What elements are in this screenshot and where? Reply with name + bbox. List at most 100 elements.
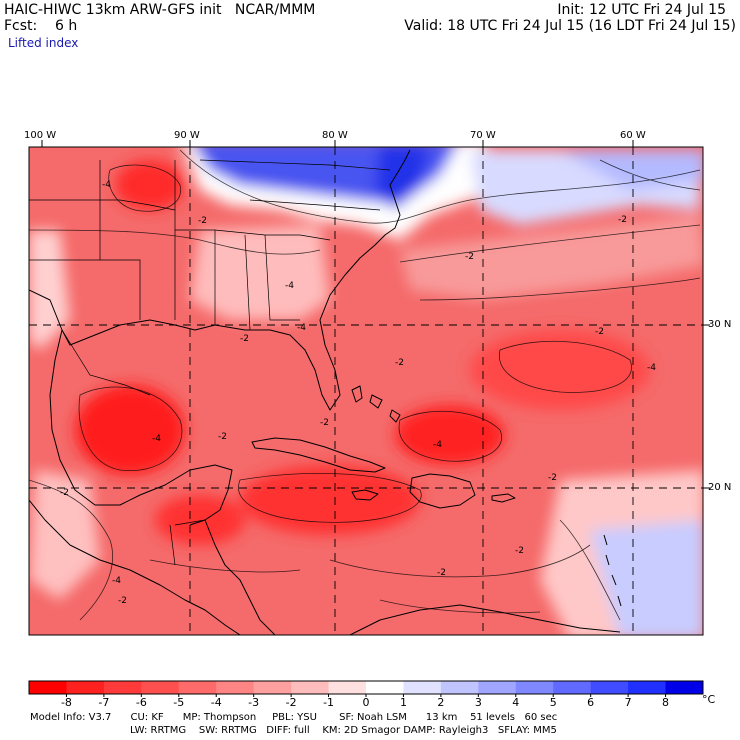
colorbar-tick-label: -2	[285, 696, 297, 709]
colorbar-swatch	[328, 681, 367, 694]
contour-label: -4	[112, 576, 121, 586]
colorbar-swatch	[553, 681, 592, 694]
lon-label-100w: 100 W	[24, 130, 57, 141]
central-america-caribbean-coast	[204, 519, 276, 635]
colorbar-tick-label: 4	[512, 696, 520, 709]
colorbar-tick-label: -6	[135, 696, 147, 709]
pacific-coastline	[29, 499, 241, 635]
contour-label: -2	[465, 252, 474, 262]
colorbar-swatch	[628, 681, 667, 694]
colorbar-tick-label: -4	[210, 696, 222, 709]
contour-label: -4	[433, 440, 442, 450]
strong-core-gulf	[75, 385, 185, 475]
top-ticks	[41, 140, 710, 489]
map-frame	[28, 146, 704, 636]
colorbar-swatch	[103, 681, 142, 694]
contour-label: -4	[647, 363, 656, 373]
lesser-antilles	[603, 534, 622, 607]
valid-time: Valid: 18 UTC Fri 24 Jul 15 (16 LDT Fri …	[404, 18, 736, 34]
puerto-rico	[491, 493, 516, 503]
weak-band-southeast-us	[190, 225, 330, 320]
contour-label: -4	[152, 434, 161, 444]
contour-label: -2	[395, 358, 404, 368]
forecast-hour: Fcst: 6 h	[4, 18, 78, 34]
colorbar-tick-label: -7	[98, 696, 110, 709]
colorbar-swatch	[66, 681, 105, 694]
contour-label: -2	[548, 473, 557, 483]
field-name: Lifted index	[8, 36, 79, 50]
field-shading	[29, 147, 703, 635]
contour-lines	[29, 149, 701, 621]
weak-region-mexico-highlands	[29, 470, 100, 600]
contour-label: -2	[437, 568, 446, 578]
colorbar-swatch	[590, 681, 629, 694]
contour-label: -2	[240, 334, 249, 344]
colorbar-tick-label: 2	[437, 696, 445, 709]
strong-core-yucatan	[155, 495, 245, 545]
contour-label: -2	[595, 327, 604, 337]
lat-label-30n: 30 N	[708, 319, 732, 330]
colorbar-swatch	[141, 681, 180, 694]
colorbar-swatch	[178, 681, 217, 694]
contour-label: -2	[320, 418, 329, 428]
bahamas	[351, 385, 401, 423]
lon-label-60w: 60 W	[620, 130, 646, 141]
strong-core-central-atlantic	[470, 330, 650, 410]
model-title: HAIC-HIWC 13km ARW-GFS init NCAR/MMM	[4, 2, 316, 18]
contour-label: -2	[198, 216, 207, 226]
cuba	[251, 437, 386, 473]
mexico-gulf-coastline	[49, 329, 233, 526]
coastlines	[29, 149, 622, 635]
lon-label-70w: 70 W	[470, 130, 496, 141]
colorbar-tick-label: 0	[362, 696, 370, 709]
colorbar-swatch	[665, 681, 704, 694]
colorbar-unit: °C	[702, 693, 716, 706]
colorbar-swatch	[515, 681, 554, 694]
colorbar-tick-label: -3	[248, 696, 260, 709]
contour-value-labels: -4 -2 -4 -2 -4 -2 -2 -2 -4 -2 -4 -2 -4 -…	[60, 180, 656, 606]
strong-core-bahamas	[395, 405, 505, 465]
colorbar	[28, 680, 704, 697]
colorbar-swatch	[291, 681, 330, 694]
colorbar-swatch	[216, 681, 255, 694]
contour-label: -4	[297, 323, 306, 333]
weak-band-atlantic	[400, 215, 703, 300]
hispaniola	[409, 473, 476, 509]
contour-label: -2	[218, 432, 227, 442]
init-time: Init: 12 UTC Fri 24 Jul 15	[557, 2, 726, 18]
colorbar-tick-label: -8	[60, 696, 72, 709]
physics-info-line: LW: RRTMG SW: RRTMG DIFF: full KM: 2D Sm…	[130, 725, 557, 736]
colorbar-tick-label: 7	[624, 696, 632, 709]
colorbar-tick-label: 1	[399, 696, 407, 709]
colorbar-tick-label: 3	[474, 696, 482, 709]
strong-core-caribbean	[240, 465, 420, 535]
colorbar-swatch	[29, 681, 67, 694]
lat-label-20n: 20 N	[708, 482, 732, 493]
colorbar-tick-label: 6	[587, 696, 595, 709]
contour-label: -2	[618, 215, 627, 225]
weak-region-east-caribbean	[590, 520, 703, 635]
contour-label: -2	[118, 596, 127, 606]
colorbar-swatch	[440, 681, 479, 694]
contour-label: -4	[285, 281, 294, 291]
contour-label: -2	[515, 546, 524, 556]
colorbar-tick-label: 8	[662, 696, 670, 709]
contour-label: -4	[102, 180, 111, 190]
colorbar-swatch	[366, 681, 404, 694]
colorbar-tick-label: -1	[323, 696, 335, 709]
us-gulf-east-coastline	[29, 149, 411, 411]
political-borders	[29, 159, 391, 566]
graticule	[29, 147, 703, 635]
model-info-line: Model Info: V3.7 CU: KF MP: Thompson PBL…	[30, 712, 558, 723]
colorbar-swatch	[403, 681, 442, 694]
contour-label: -2	[60, 488, 69, 498]
jamaica	[351, 489, 379, 501]
colorbar-tick-label: -5	[173, 696, 185, 709]
stable-core-northeast	[375, 147, 430, 210]
lon-label-90w: 90 W	[174, 130, 200, 141]
colorbar-swatch	[253, 681, 292, 694]
colorbar-swatch	[478, 681, 517, 694]
south-america-coast	[349, 604, 621, 635]
lon-label-80w: 80 W	[322, 130, 348, 141]
